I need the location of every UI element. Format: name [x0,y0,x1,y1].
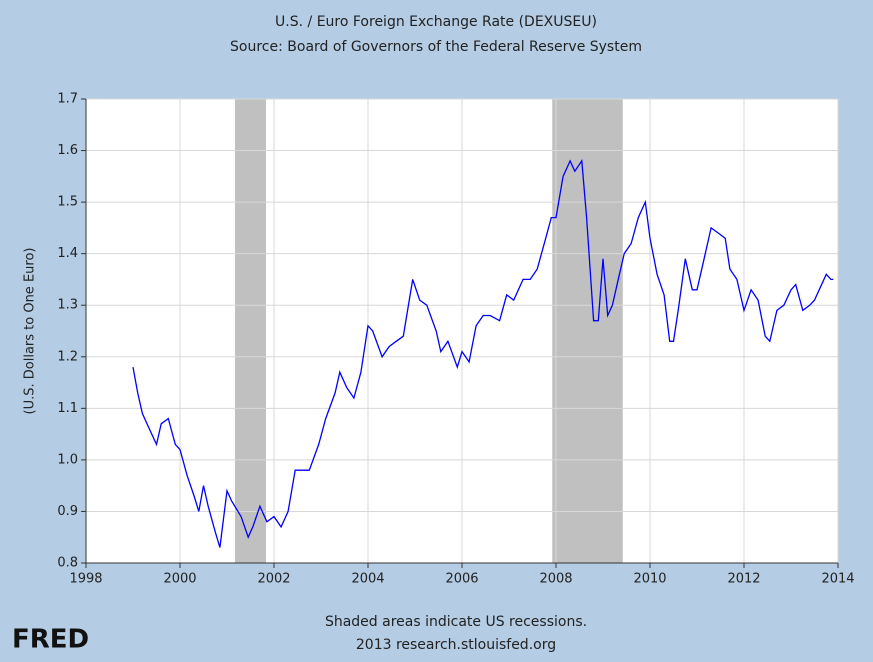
data-line [132,159,834,548]
x-tick-label: 2000 [163,572,196,587]
x-tick-label: 1998 [69,572,102,587]
y-tick-label: 1.4 [57,246,78,261]
y-tick-label: 0.9 [57,504,78,519]
x-tick-label: 2002 [257,572,290,587]
y-tick-label: 1.0 [57,452,78,467]
x-tick-label: 2006 [445,572,478,587]
y-tick-label: 1.5 [57,195,78,210]
y-tick-label: 1.2 [57,349,78,364]
chart-subtitle: Source: Board of Governors of the Federa… [230,39,642,55]
x-tick-label: 2004 [351,572,384,587]
y-tick-label: 1.7 [57,92,78,107]
recession-shade [234,99,267,563]
y-tick-label: 1.3 [57,298,78,313]
recession-shade [552,99,623,563]
x-tick-label: 2012 [727,572,760,587]
y-tick-label: 1.6 [57,143,78,158]
y-tick-label: 0.8 [57,556,78,571]
x-tick-label: 2010 [633,572,666,587]
note: 2013 research.stlouisfed.org [356,637,556,653]
plot: 0.8 0.9 1.0 1.1 1.2 1.3 1.4 1.5 1.6 1.7 1998 2000 20… [57,92,854,587]
x-tick-label: 2008 [539,572,572,587]
y-tick-label: 1.1 [57,401,78,416]
chart-title: U.S. / Euro Foreign Exchange Rate (DEXUS… [275,14,597,30]
y-axis-label: (U.S. Dollars to One Euro) [23,248,38,415]
logo: FRED [12,625,89,655]
note: Shaded areas indicate US recessions. [325,614,587,630]
x-tick-label: 2014 [821,572,854,587]
